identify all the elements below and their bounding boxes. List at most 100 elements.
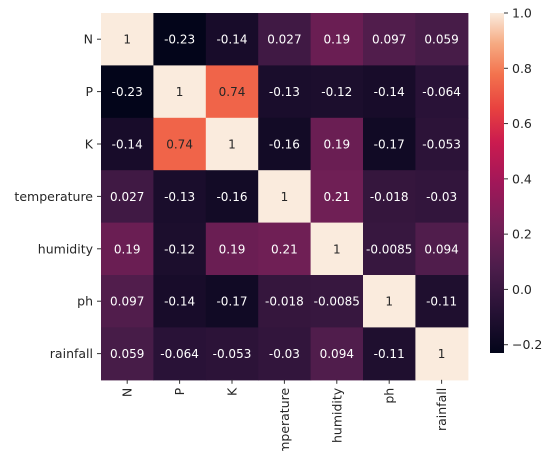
heatmap-cell-label: -0.12 (321, 85, 352, 99)
heatmap-cell-label: 1 (228, 138, 236, 152)
heatmap-cell (101, 13, 154, 66)
heatmap-cell-label: -0.0085 (366, 242, 412, 256)
heatmap-cell (415, 222, 469, 276)
heatmap-cell-label: -0.14 (112, 138, 143, 152)
heatmap-cell-label: 1 (123, 33, 131, 47)
x-tick-label: humidity (329, 387, 344, 443)
heatmap-cell-label: -0.018 (265, 295, 304, 309)
heatmap-cell-label: 1 (333, 242, 341, 256)
heatmap-cell-label: -0.13 (164, 190, 195, 204)
heatmap-cell-label: 0.74 (219, 85, 246, 99)
heatmap-cell (258, 222, 312, 276)
heatmap-cell-label: 0.097 (372, 33, 406, 47)
heatmap-cell-label: -0.23 (112, 85, 143, 99)
heatmap-cell (258, 327, 312, 381)
heatmap-cell-label: 0.059 (424, 33, 458, 47)
heatmap-cell-label: -0.053 (422, 138, 461, 152)
heatmap-cell (205, 327, 259, 381)
heatmap-cell (310, 275, 364, 328)
heatmap-cell (310, 327, 364, 381)
heatmap-cell-label: -0.11 (426, 295, 457, 309)
heatmap-cells (101, 13, 469, 381)
heatmap-cell (363, 327, 416, 381)
heatmap-cell (415, 170, 469, 224)
heatmap-cell-label: -0.12 (164, 242, 195, 256)
heatmap-cell (205, 222, 259, 276)
heatmap-value-labels: 1 -0.23 -0.14 0.027 0.19 0.097 0.059 -0.23 1 0.74… (110, 33, 461, 361)
heatmap-cell-label: 0.027 (110, 190, 144, 204)
heatmap-cell-label: 0.19 (219, 242, 246, 256)
heatmap-cell (363, 222, 416, 276)
heatmap-cell (258, 117, 312, 171)
heatmap-cell-label: -0.17 (216, 295, 247, 309)
heatmap-cell (258, 65, 312, 119)
heatmap-cell (101, 170, 154, 224)
heatmap-cell (258, 275, 312, 328)
colorbar-tick-label: 1.0 (512, 6, 532, 21)
heatmap-cell (205, 117, 259, 171)
heatmap-cell (415, 13, 469, 66)
colorbar (490, 13, 504, 353)
heatmap-cell (153, 275, 207, 328)
y-tick-label: N (84, 32, 93, 47)
heatmap-cell (310, 65, 364, 119)
heatmap-cell (153, 117, 207, 171)
heatmap-cell-label: 0.19 (323, 33, 350, 47)
heatmap-cell (310, 117, 364, 171)
y-tick-label: P (85, 84, 93, 99)
heatmap-cell (415, 65, 469, 119)
heatmap-cell (415, 327, 469, 381)
heatmap-cell-label: 0.19 (323, 138, 350, 152)
x-tick-label: rainfall (434, 388, 449, 431)
heatmap-cell-label: 1 (438, 347, 446, 361)
heatmap-cell-label: -0.13 (269, 85, 300, 99)
x-tick-label: K (225, 387, 240, 396)
heatmap-cell (101, 327, 154, 381)
heatmap-cell (310, 13, 364, 66)
heatmap-cell-label: -0.16 (269, 138, 300, 152)
x-tick-label: temperature (277, 387, 292, 451)
heatmap-cell (205, 170, 259, 224)
heatmap-cell-label: -0.14 (374, 85, 405, 99)
heatmap-cell-label: 0.094 (320, 347, 354, 361)
heatmap-cell (258, 170, 312, 224)
heatmap-cell (363, 170, 416, 224)
colorbar-tick-label: 0.6 (512, 116, 532, 131)
heatmap-cell-label: -0.053 (213, 347, 252, 361)
heatmap-cell-label: 0.027 (267, 33, 301, 47)
heatmap-cell-label: -0.17 (374, 138, 405, 152)
heatmap-cell-label: -0.16 (216, 190, 247, 204)
heatmap-cell-label: 0.21 (271, 242, 298, 256)
heatmap-cell (258, 13, 312, 66)
heatmap-cell (153, 65, 207, 119)
heatmap-cell (153, 13, 207, 66)
colorbar-gradient (490, 13, 504, 353)
heatmap-cell-label: 1 (176, 85, 184, 99)
heatmap-cell (153, 170, 207, 224)
heatmap-cell (363, 65, 416, 119)
heatmap-cell-label: 0.059 (110, 347, 144, 361)
heatmap-cell-label: -0.064 (160, 347, 199, 361)
heatmap-cell-label: 0.19 (114, 242, 141, 256)
heatmap-cell-label: -0.0085 (314, 295, 360, 309)
heatmap-cell (101, 117, 154, 171)
heatmap-cell-label: 0.74 (166, 138, 193, 152)
heatmap-cell (363, 13, 416, 66)
heatmap-cell (101, 222, 154, 276)
heatmap-cell-label: -0.03 (426, 190, 457, 204)
colorbar-tick-label: 0.0 (512, 282, 532, 297)
heatmap-cell (205, 13, 259, 66)
colorbar-tick-label: 0.2 (512, 227, 532, 242)
heatmap-cell (415, 275, 469, 328)
heatmap-cell-label: -0.064 (422, 85, 461, 99)
heatmap-cell-label: -0.018 (370, 190, 409, 204)
heatmap-cell-label: 0.097 (110, 295, 144, 309)
heatmap-cell-label: -0.23 (164, 33, 195, 47)
heatmap-cell-label: 1 (385, 295, 393, 309)
colorbar-tick-label: 0.8 (512, 61, 532, 76)
heatmap-cell (363, 275, 416, 328)
x-tick-label: P (172, 387, 187, 395)
